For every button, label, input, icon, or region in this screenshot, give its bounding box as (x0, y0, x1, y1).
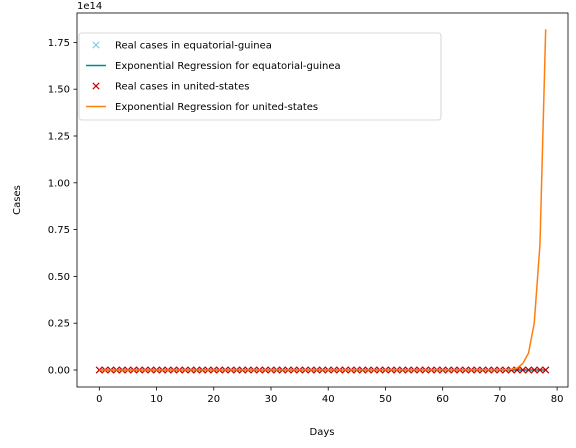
data-point (524, 366, 533, 374)
legend: Real cases in equatorial-guinea Exponenti… (78, 32, 442, 121)
x-tick-label: 20 (207, 394, 220, 405)
axes-frame (76, 12, 569, 388)
x-tick-label: 50 (379, 394, 392, 405)
x-axis-label: Days (310, 427, 335, 438)
y-tick-label: 0.00 (48, 366, 70, 377)
y-offset-label: 1e14 (77, 1, 102, 12)
data-point (530, 366, 538, 374)
series-3 (99, 29, 547, 371)
data-point (519, 366, 527, 374)
legend-label: Real cases in united-states (115, 82, 249, 93)
x-tick-label: 80 (551, 394, 564, 405)
series-line-3 (99, 29, 547, 371)
y-axis-ticks: 0.00 0.25 0.50 0.75 1.00 1.25 1.50 1.75 (48, 38, 77, 377)
x-tick-label: 60 (436, 394, 449, 405)
y-tick-label: 1.50 (48, 85, 70, 96)
x-tick-label: 70 (494, 394, 507, 405)
legend-entry: Real cases in equatorial-guinea (92, 41, 272, 52)
y-tick-label: 1.00 (48, 178, 70, 189)
legend-box (78, 32, 442, 121)
x-tick-label: 10 (150, 394, 163, 405)
legend-entry: Exponential Regression for equatorial-gu… (86, 61, 341, 72)
plot-area (95, 29, 550, 374)
x-tick-label: 0 (96, 394, 102, 405)
y-tick-label: 0.75 (48, 225, 70, 236)
data-point (95, 366, 103, 374)
x-tick-label: 30 (265, 394, 278, 405)
x-tick-label: 40 (322, 394, 335, 405)
x-axis-ticks: 0 10 20 30 40 50 60 70 80 (96, 387, 563, 405)
y-tick-label: 1.25 (48, 131, 70, 142)
legend-entry: Exponential Regression for united-states (86, 102, 318, 113)
y-tick-label: 0.50 (48, 272, 70, 283)
legend-label: Exponential Regression for united-states (115, 102, 318, 113)
legend-label: Exponential Regression for equatorial-gu… (115, 61, 341, 72)
y-tick-label: 1.75 (48, 38, 70, 49)
legend-swatch (92, 41, 100, 49)
axes (76, 12, 569, 388)
y-axis-label: Cases (12, 185, 23, 215)
y-tick-label: 0.25 (48, 319, 70, 330)
legend-entry: Real cases in united-states (92, 82, 249, 93)
data-point (542, 366, 550, 374)
legend-swatch (92, 82, 100, 90)
legend-label: Real cases in equatorial-guinea (115, 41, 272, 52)
data-point (536, 366, 544, 374)
